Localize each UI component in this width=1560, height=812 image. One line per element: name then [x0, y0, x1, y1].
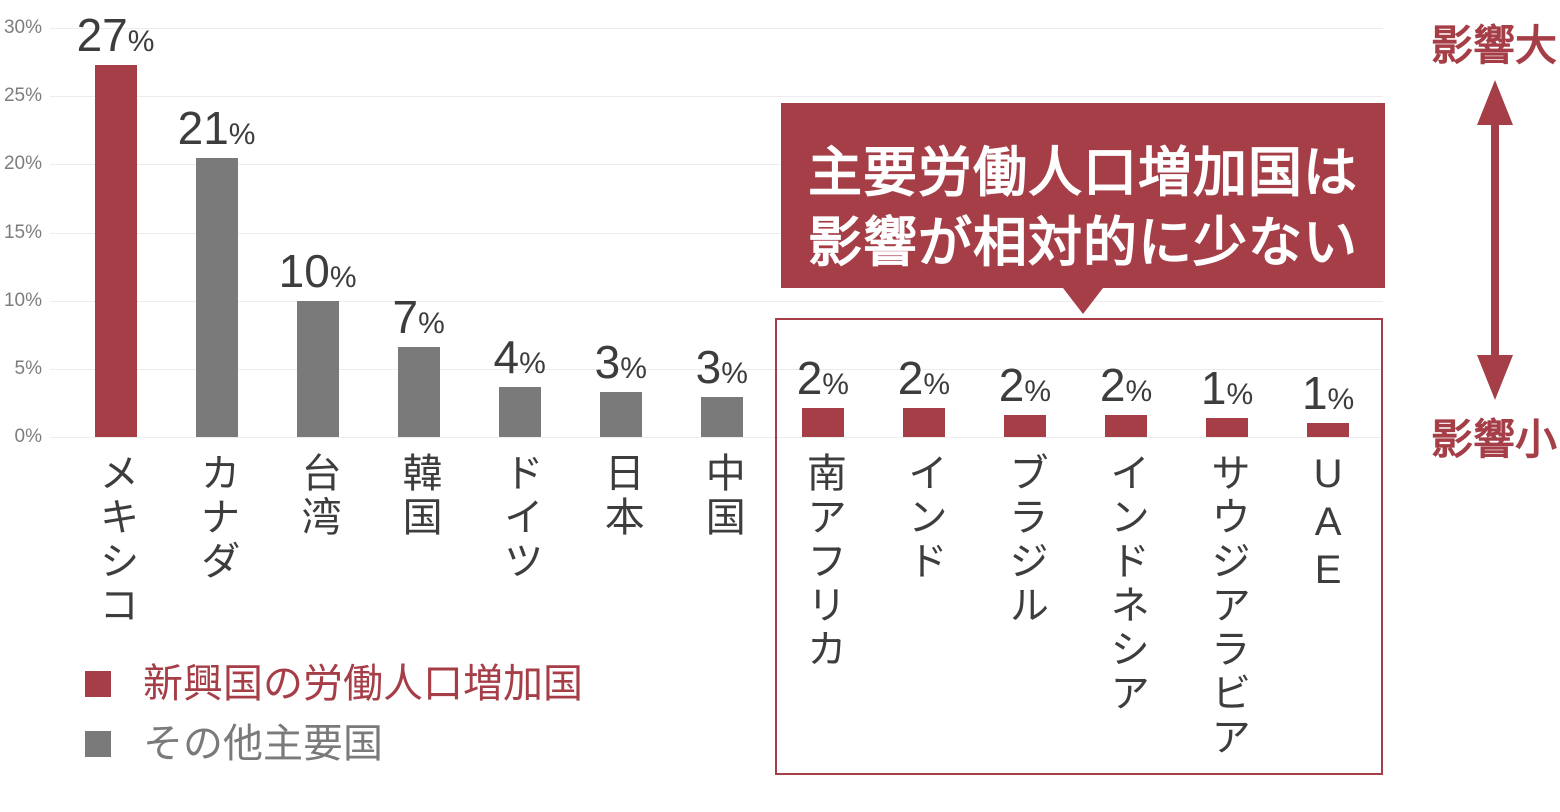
y-axis-tick-label: 30%	[3, 17, 42, 38]
bar-category-label: メキシコ	[93, 452, 138, 628]
bar-category-label: ドイツ	[497, 452, 542, 584]
bar-value: 7	[392, 291, 419, 344]
y-axis-tick-label: 20%	[3, 153, 42, 175]
impact-low-label: 影響小	[1430, 416, 1557, 463]
highlight-box	[775, 318, 1383, 775]
bar-value-label: 1%	[1248, 366, 1408, 420]
legend-item-emerging: 新興国の労働人口増加国	[85, 664, 583, 704]
gridline	[50, 96, 1383, 98]
bar-value-unit: %	[1024, 375, 1052, 409]
bar-value-label: 27%	[36, 8, 196, 62]
bar-category-label: 韓国	[396, 452, 441, 540]
bar-value-label: 2%	[844, 351, 1004, 405]
bar-category-label: インド	[901, 452, 946, 584]
legend-item-other: その他主要国	[85, 724, 583, 764]
bar	[1105, 415, 1147, 437]
callout-tail-icon	[1063, 288, 1103, 314]
bar-value-unit: %	[1226, 377, 1254, 411]
bar-value-unit: %	[1327, 383, 1355, 417]
bar-value: 4	[493, 330, 520, 383]
bar-category-label: 中国	[699, 452, 744, 540]
y-axis-tick-label: 15%	[3, 221, 42, 243]
bar-value-label: 4%	[440, 330, 600, 384]
bar	[801, 408, 844, 437]
legend-label-other: その他主要国	[143, 722, 383, 766]
bar-value: 2	[796, 352, 823, 405]
callout-bubble: 主要労働人口増加国は 影響が相対的に少ない	[781, 103, 1385, 314]
bar-value-label: 2%	[743, 351, 903, 405]
gridline	[50, 232, 1383, 234]
bar-value: 10	[278, 244, 330, 297]
bar-value: 3	[594, 336, 621, 388]
bar-value: 2	[897, 352, 924, 405]
bar	[1003, 415, 1046, 437]
y-axis-tick-label: 10%	[3, 289, 42, 311]
gridline	[50, 437, 1383, 438]
bar-value-unit: %	[620, 352, 647, 385]
legend: 新興国の労働人口増加国 その他主要国	[85, 664, 583, 784]
bar-value-unit: %	[1125, 375, 1153, 409]
bar-category-label: 日本	[598, 452, 643, 540]
bar-category-label: サウジアラビア	[1205, 452, 1250, 760]
bar-value: 27	[76, 8, 128, 61]
bar-value-unit: %	[822, 368, 849, 402]
bar-value: 21	[177, 101, 229, 154]
bar	[498, 386, 541, 437]
bar-value-unit: %	[228, 117, 256, 151]
double-arrow-icon	[1477, 80, 1513, 400]
y-axis-tick-label: 5%	[14, 357, 42, 379]
gridline	[50, 300, 1383, 302]
bar-category-label: ブラジル	[1002, 452, 1047, 628]
impact-high-label: 影響大	[1430, 22, 1557, 69]
legend-swatch-gray	[85, 731, 111, 757]
legend-label-emerging: 新興国の労働人口増加国	[143, 662, 583, 706]
bar-value: 2	[1099, 359, 1126, 412]
bar	[94, 64, 137, 437]
bar-category-label: 南アフリカ	[800, 452, 845, 672]
callout-text-line1: 主要労働人口増加国は	[808, 143, 1358, 203]
bar-value-unit: %	[923, 368, 951, 402]
gridline	[50, 368, 1383, 370]
bar-value-label: 2%	[945, 358, 1105, 412]
bar-value-unit: %	[329, 260, 357, 294]
bar-value: 2	[998, 359, 1025, 412]
bar-category-label: カナダ	[194, 452, 239, 584]
bar-value-unit: %	[418, 307, 445, 341]
bar-category-label: UAE	[1306, 452, 1351, 596]
bar	[700, 397, 743, 437]
callout-text-line2: 影響が相対的に少ない	[808, 213, 1358, 273]
bar	[397, 347, 440, 437]
bar-value-label: 21%	[137, 101, 297, 155]
bar	[599, 392, 642, 437]
bar-value-label: 3%	[541, 335, 701, 389]
bar	[1307, 423, 1350, 437]
bar-value: 3	[695, 341, 722, 394]
bar-category-label: 台湾	[295, 452, 340, 540]
bar-value-label: 1%	[1147, 361, 1307, 415]
gridline	[50, 28, 1383, 29]
bar	[902, 408, 945, 437]
bar-value-unit: %	[519, 346, 546, 380]
gridline	[50, 164, 1383, 166]
legend-swatch-red	[85, 671, 111, 697]
bar-value-label: 10%	[238, 244, 398, 298]
bar-value-unit: %	[721, 357, 748, 391]
y-axis-tick-label: 0%	[14, 426, 42, 447]
bar	[296, 300, 339, 437]
bar-value-label: 7%	[339, 290, 499, 344]
bar-category-label: インドネシア	[1104, 452, 1148, 716]
bar-value-label: 3%	[642, 340, 802, 394]
y-axis-tick-label: 25%	[3, 85, 42, 107]
bar	[195, 157, 238, 437]
bar-value-unit: %	[127, 24, 155, 58]
bar-value: 1	[1200, 361, 1227, 414]
bar-value: 1	[1301, 367, 1328, 420]
bar-value-label: 2%	[1046, 358, 1206, 412]
bar	[1206, 417, 1249, 437]
